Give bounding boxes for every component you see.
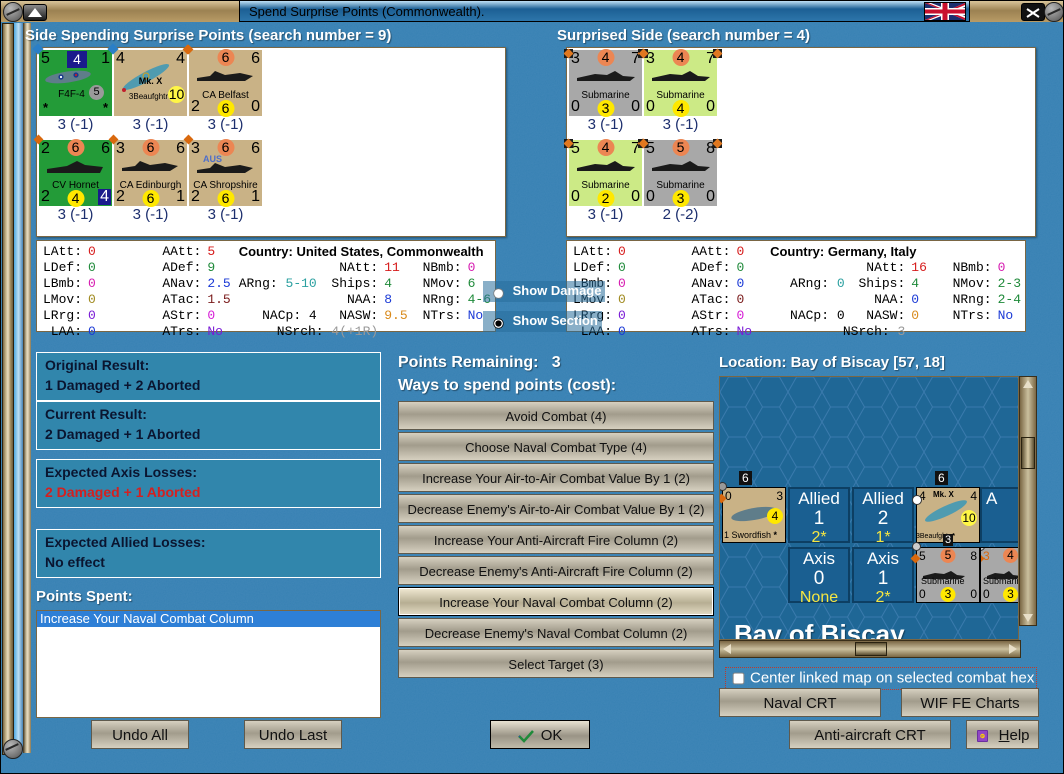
svg-text:P: P	[982, 734, 984, 738]
